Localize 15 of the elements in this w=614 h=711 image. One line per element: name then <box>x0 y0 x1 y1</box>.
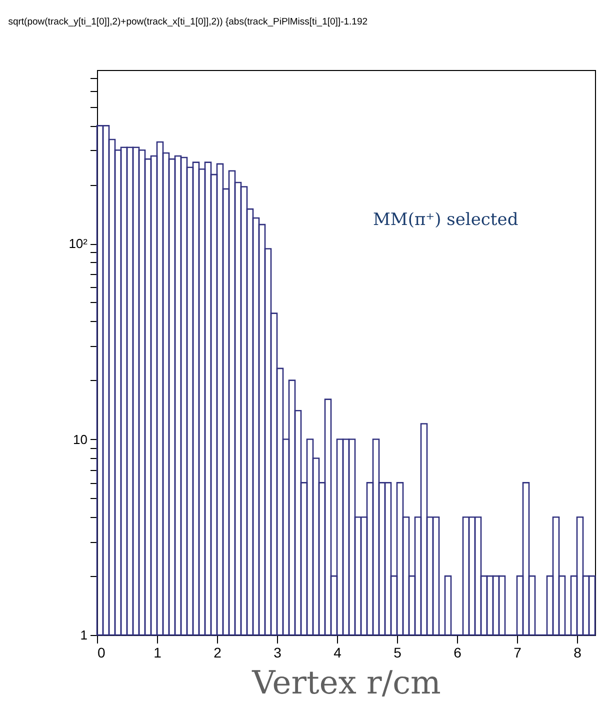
x-tick-label: 4 <box>334 644 342 660</box>
y-tick-label: 10² <box>68 236 88 252</box>
x-tick-label: 2 <box>214 644 222 660</box>
y-tick-label: 10 <box>73 432 88 447</box>
x-tick-label: 7 <box>514 644 522 660</box>
x-tick-label: 3 <box>274 644 282 660</box>
x-tick-label: 1 <box>154 644 162 660</box>
x-tick-label: 6 <box>454 644 462 660</box>
x-tick-label: 8 <box>574 644 582 660</box>
annotation: MM(π⁺) selected <box>373 210 518 230</box>
y-tick-label: 1 <box>80 628 88 642</box>
x-tick-label: 0 <box>98 644 106 660</box>
chart-title: sqrt(pow(track_y[ti_1[0]],2)+pow(track_x[ti_1[0]],2)) {abs(track_PiPlMiss[ti_1[0]]-1.192 <box>8 16 368 28</box>
x-tick-label: 5 <box>394 644 402 660</box>
x-axis-title: Vertex r/cm <box>251 664 441 702</box>
